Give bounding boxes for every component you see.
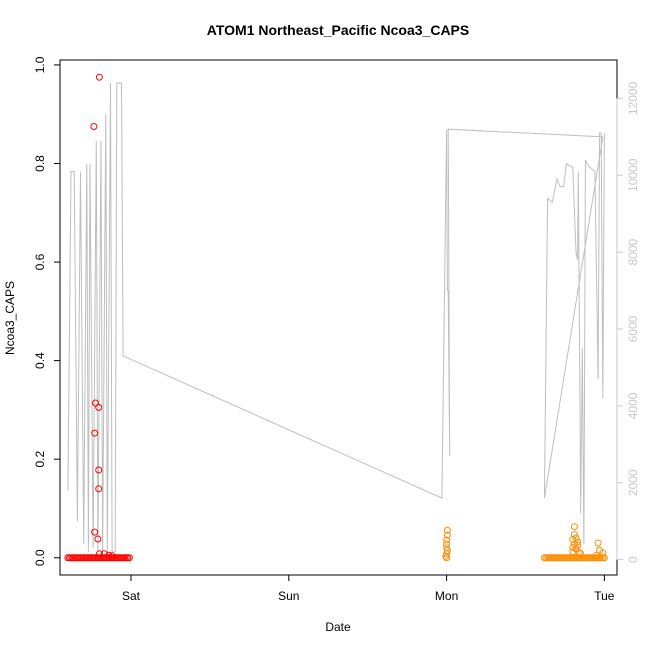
y-right-tick-label: 4000 [626, 392, 640, 419]
series-1-point [95, 550, 103, 558]
series-1-point [91, 429, 99, 437]
x-tick-label: Tue [594, 589, 615, 603]
series-2-point [443, 536, 451, 544]
y-left-tick-label: 0.0 [33, 549, 47, 566]
y-right-tick-label: 10000 [626, 158, 640, 192]
series-2-point [570, 531, 578, 539]
x-tick-label: Sat [122, 589, 141, 603]
series-2-point [593, 551, 600, 559]
series-2-point [594, 539, 602, 547]
secondary-line-layer [67, 82, 605, 556]
y-right-tick-label: 2000 [626, 469, 640, 496]
y-right-tick-label: 8000 [626, 238, 640, 265]
series-2-point [569, 543, 577, 551]
y-left-tick-label: 0.8 [33, 155, 47, 172]
x-tick-label: Mon [435, 589, 458, 603]
series-1-point [125, 554, 133, 562]
series-1-point [105, 551, 113, 559]
series-2-point [599, 549, 607, 557]
y-axis-label: Ncoa3_CAPS [3, 281, 17, 355]
series-1-point [95, 485, 103, 493]
secondary-series-line [67, 82, 605, 556]
y-right-tick-label: 0 [626, 556, 640, 563]
y-left-tick-label: 0.6 [33, 253, 47, 270]
points-layer [64, 73, 608, 562]
series-1-point [94, 535, 102, 543]
series-2-point [577, 550, 585, 558]
y-right-tick-label: 12000 [626, 81, 640, 115]
y-axis-left: 0.0 0.2 0.4 0.6 0.8 1.0 [33, 56, 61, 566]
series-1-point [95, 403, 103, 411]
series-2-point [443, 526, 451, 534]
y-left-tick-label: 1.0 [33, 56, 47, 73]
series-1-point [95, 466, 103, 474]
series-2-point [443, 554, 451, 562]
series-2-point [443, 540, 451, 548]
x-tick-label: Sun [278, 589, 299, 603]
chart-title: ATOM1 Northeast_Pacific Ncoa3_CAPS [207, 22, 469, 38]
y-axis-right: 0 2000 4000 6000 8000 10000 12000 [616, 81, 640, 563]
series-1-point [108, 552, 116, 560]
x-axis: Sat Sun Mon Tue [122, 574, 615, 603]
series-1-point [91, 528, 99, 536]
series-1-point [100, 550, 108, 558]
series-2-point [575, 548, 583, 556]
series-2-point [572, 534, 580, 542]
series-1-point [90, 123, 98, 130]
y-left-tick-label: 0.2 [33, 451, 47, 468]
x-axis-label: Date [325, 620, 351, 634]
series-1-point [95, 73, 103, 81]
y-right-tick-label: 6000 [626, 315, 640, 342]
y-left-tick-label: 0.4 [33, 352, 47, 369]
series-2-point [600, 554, 608, 562]
series-2-point [443, 531, 451, 539]
series-2-point [570, 523, 578, 531]
